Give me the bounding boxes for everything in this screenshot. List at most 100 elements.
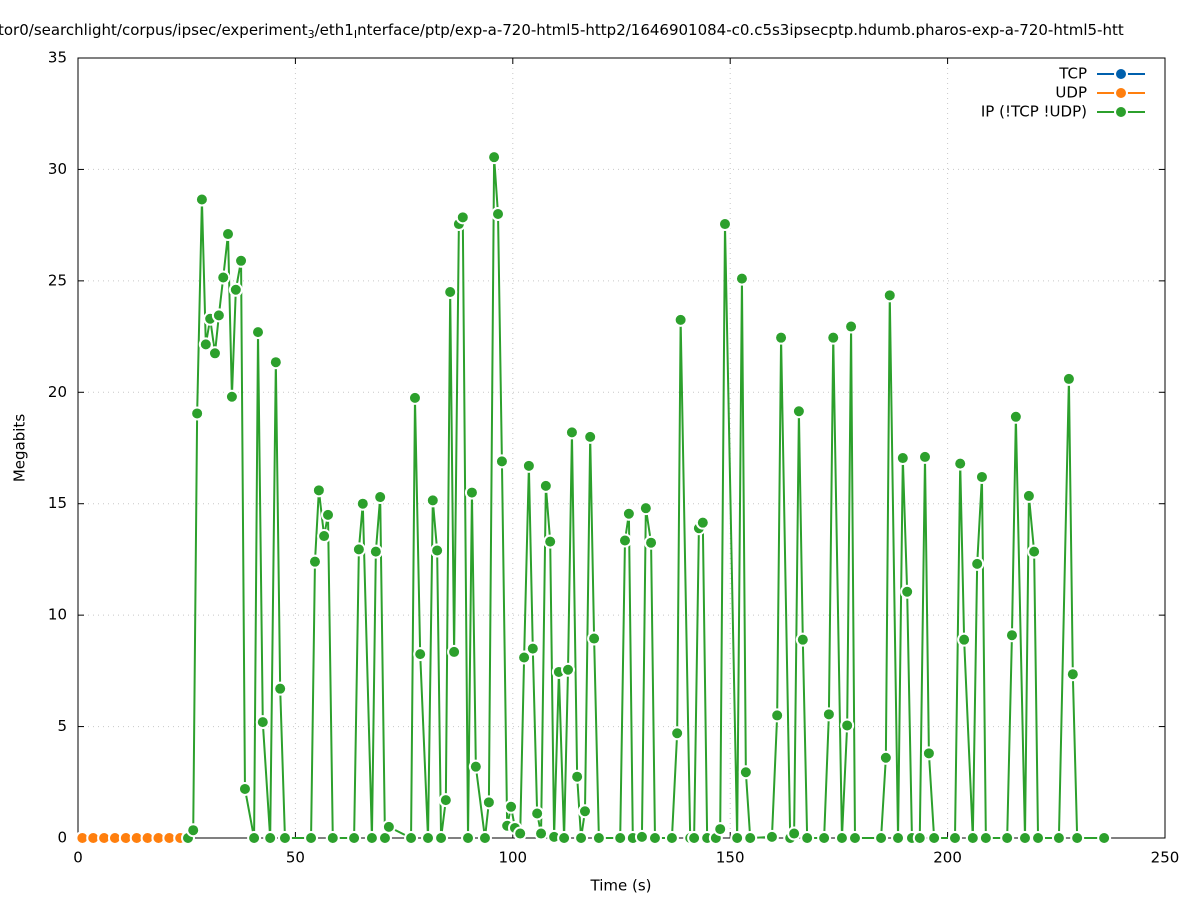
y-tick-label: 30	[48, 160, 67, 178]
data-point	[912, 831, 927, 845]
data-point	[717, 217, 732, 232]
data-point	[538, 478, 553, 493]
x-tick-label: 250	[1151, 849, 1180, 867]
data-point	[1021, 488, 1036, 503]
data-point	[413, 647, 428, 662]
data-point	[617, 533, 632, 548]
data-point	[1061, 371, 1076, 386]
data-point	[447, 644, 462, 659]
data-point	[525, 641, 540, 656]
x-tick-label: 200	[933, 849, 962, 867]
data-point	[638, 501, 653, 516]
data-point	[504, 799, 519, 814]
data-point	[882, 288, 897, 303]
series-line	[187, 157, 1105, 841]
data-point	[621, 506, 636, 521]
data-point	[821, 707, 836, 722]
data-point	[521, 458, 536, 473]
data-point	[207, 346, 222, 361]
data-point	[891, 831, 906, 845]
legend-label: TCP	[1058, 65, 1087, 83]
data-point	[1031, 831, 1046, 845]
data-point	[364, 831, 379, 845]
data-point	[543, 534, 558, 549]
data-point	[695, 515, 710, 530]
legend-marker	[1114, 67, 1128, 81]
y-tick-label: 35	[48, 49, 67, 67]
data-point	[644, 535, 659, 550]
y-tick-label: 0	[57, 829, 67, 847]
data-point	[317, 529, 332, 544]
data-point	[770, 708, 785, 723]
data-point	[355, 496, 370, 511]
data-point	[211, 308, 226, 323]
data-point	[228, 282, 243, 297]
data-point	[251, 325, 266, 340]
data-point	[664, 831, 679, 845]
data-point	[978, 831, 993, 845]
data-point	[325, 831, 340, 845]
title-subscript: 3	[308, 28, 315, 41]
data-point	[947, 831, 962, 845]
data-point	[255, 715, 270, 730]
data-point	[1008, 409, 1023, 424]
data-point	[557, 831, 572, 845]
data-point	[481, 795, 496, 810]
data-point	[957, 632, 972, 647]
x-axis-label: Time (s)	[590, 877, 652, 895]
data-point	[1004, 628, 1019, 643]
data-point	[834, 831, 849, 845]
data-point	[304, 831, 319, 845]
data-point	[430, 543, 445, 558]
data-point	[591, 831, 606, 845]
data-point	[927, 831, 942, 845]
data-point	[347, 831, 362, 845]
data-point	[263, 831, 278, 845]
data-point	[487, 150, 502, 165]
y-tick-label: 20	[48, 383, 67, 401]
data-point	[530, 806, 545, 821]
data-point	[407, 390, 422, 405]
data-point	[464, 485, 479, 500]
data-point	[461, 831, 476, 845]
data-point	[613, 831, 628, 845]
data-point	[577, 804, 592, 819]
data-point	[634, 829, 649, 844]
data-point	[900, 584, 915, 599]
data-point	[800, 831, 815, 845]
y-tick-label: 15	[48, 494, 67, 512]
data-point	[840, 718, 855, 733]
data-point	[574, 831, 589, 845]
data-point	[974, 469, 989, 484]
y-tick-label: 10	[48, 606, 67, 624]
x-tick-label: 150	[716, 849, 745, 867]
data-point	[874, 831, 889, 845]
data-point	[311, 483, 326, 498]
data-point	[1000, 831, 1015, 845]
data-point	[186, 823, 201, 838]
data-point	[561, 662, 576, 677]
x-tick-label: 50	[286, 849, 305, 867]
data-point	[953, 456, 968, 471]
x-tick-label: 0	[73, 849, 83, 867]
data-point	[513, 826, 528, 841]
data-point	[517, 650, 532, 665]
data-point	[534, 826, 549, 841]
data-point	[1027, 544, 1042, 559]
data-point	[1070, 831, 1085, 845]
data-point	[404, 831, 419, 845]
data-point	[216, 270, 231, 285]
data-point	[468, 759, 483, 774]
data-point	[921, 746, 936, 761]
legend-label: IP (!TCP !UDP)	[981, 103, 1087, 121]
data-point	[670, 726, 685, 741]
data-point	[795, 632, 810, 647]
y-axis-label: Megabits	[11, 414, 29, 482]
data-point	[477, 831, 492, 845]
data-point	[1017, 831, 1032, 845]
data-point	[844, 319, 859, 334]
y-tick-label: 25	[48, 271, 67, 289]
data-point	[434, 831, 449, 845]
data-point	[1065, 667, 1080, 682]
